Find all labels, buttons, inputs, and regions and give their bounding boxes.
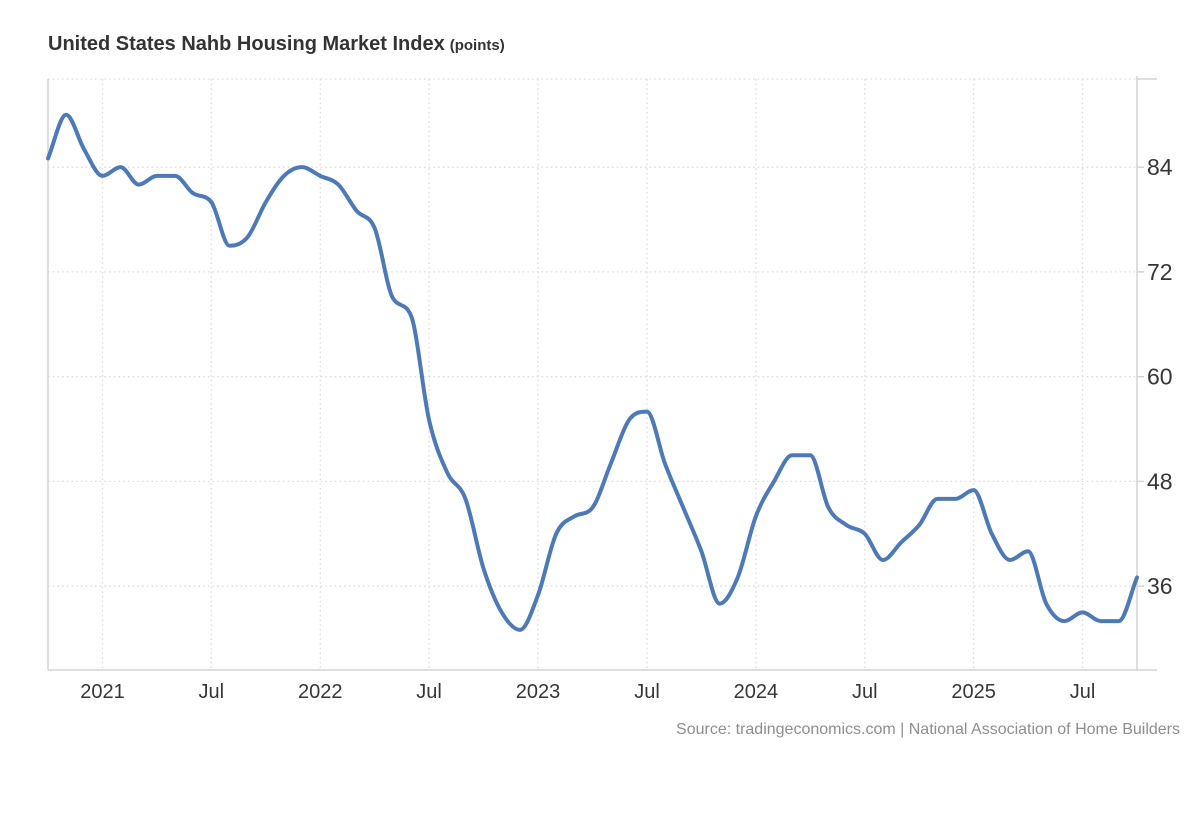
chart-title-unit: (points) [449,37,505,54]
y-tick-label-60: 60 [1147,364,1173,390]
x-tick-label-2024-01: 2024 [734,681,779,703]
y-tick-label-48: 48 [1147,468,1173,494]
x-tick-label-2025-01: 2025 [951,681,996,703]
x-tick-label-2024-07: Jul [852,681,878,703]
x-tick-label-2022-01: 2022 [298,681,343,703]
y-tick-label-72: 72 [1147,259,1173,285]
x-tick-label-2021-01: 2021 [80,681,125,703]
chart-title: United States Nahb Housing Market Index(… [48,33,505,56]
x-tick-label-2021-07: Jul [199,681,225,703]
source-attribution: Source: tradingeconomics.com | National … [676,721,1180,738]
y-tick-label-84: 84 [1147,154,1173,180]
x-tick-label-2023-01: 2023 [516,681,561,703]
x-tick-label-2022-07: Jul [416,681,442,703]
chart-title-text: United States Nahb Housing Market Index [48,33,445,55]
y-tick-label-36: 36 [1147,573,1173,599]
series-line-nahb-hmi [46,112,1139,632]
x-tick-label-2025-07: Jul [1070,681,1096,703]
x-tick-label-2023-07: Jul [634,681,660,703]
